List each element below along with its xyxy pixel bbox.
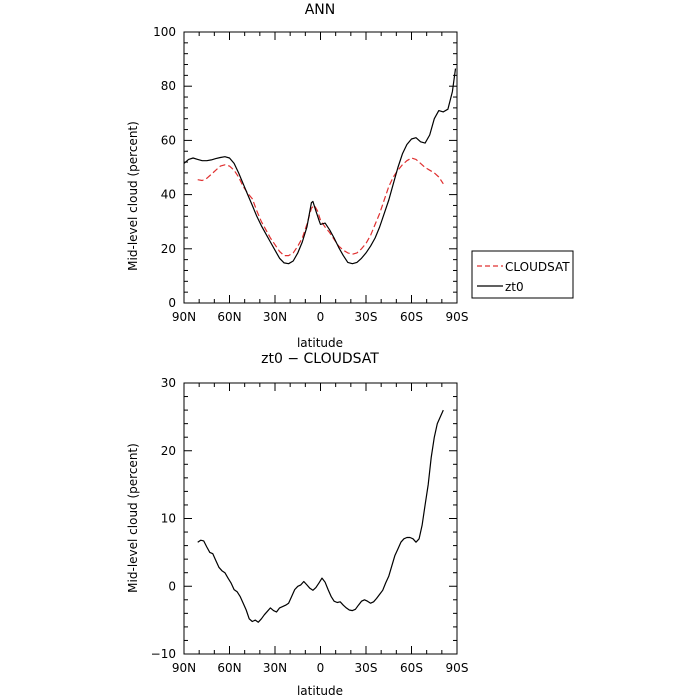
x-tick-label: 30S bbox=[355, 310, 378, 324]
top-axis-ticks: 90N 60N 30N 0 30S 60S 90S 0 20 40 60 80 100 bbox=[153, 25, 468, 324]
bottom-y-axis-label: Mid-level cloud (percent) bbox=[126, 443, 140, 593]
y-tick-label: 40 bbox=[161, 188, 176, 202]
x-tick-label: 60S bbox=[400, 661, 423, 675]
y-tick-label: 100 bbox=[153, 25, 176, 39]
y-tick-label: 80 bbox=[161, 79, 176, 93]
x-tick-label: 30S bbox=[355, 661, 378, 675]
x-tick-label: 30N bbox=[263, 310, 287, 324]
series-line-cloudsat bbox=[197, 157, 444, 257]
top-series-lines bbox=[183, 68, 457, 265]
legend-label-zt0: zt0 bbox=[505, 280, 524, 294]
y-tick-label: 20 bbox=[161, 444, 176, 458]
x-tick-label: 0 bbox=[317, 310, 325, 324]
y-tick-label: 0 bbox=[168, 579, 176, 593]
y-tick-label: 20 bbox=[161, 242, 176, 256]
y-tick-label: 60 bbox=[161, 133, 176, 147]
x-tick-label: 60N bbox=[217, 310, 241, 324]
x-tick-label: 90S bbox=[446, 310, 469, 324]
series-line-difference bbox=[197, 409, 444, 623]
x-tick-label: 90N bbox=[172, 661, 196, 675]
top-plot-frame bbox=[183, 31, 458, 304]
x-tick-label: 60N bbox=[217, 661, 241, 675]
y-tick-label: 0 bbox=[168, 296, 176, 310]
y-tick-label: 10 bbox=[161, 512, 176, 526]
bottom-panel: zt0 − CLOUDSAT Mid-level cloud (percent)… bbox=[126, 351, 468, 698]
bottom-plot-frame bbox=[183, 382, 458, 655]
x-tick-label: 90N bbox=[172, 310, 196, 324]
bottom-x-axis-label: latitude bbox=[297, 684, 343, 698]
y-tick-label: −10 bbox=[151, 647, 176, 661]
top-chart-title: ANN bbox=[305, 2, 336, 18]
y-tick-label: 30 bbox=[161, 376, 176, 390]
bottom-series-lines bbox=[197, 409, 444, 623]
legend: CLOUDSAT zt0 bbox=[471, 250, 574, 299]
x-tick-label: 0 bbox=[317, 661, 325, 675]
top-panel: ANN Mid-level cloud (percent) latitude 9… bbox=[126, 2, 468, 350]
legend-label-cloudsat: CLOUDSAT bbox=[505, 260, 570, 274]
x-tick-label: 90S bbox=[446, 661, 469, 675]
x-tick-label: 30N bbox=[263, 661, 287, 675]
bottom-chart-title: zt0 − CLOUDSAT bbox=[261, 351, 379, 367]
x-tick-label: 60S bbox=[400, 310, 423, 324]
top-y-axis-label: Mid-level cloud (percent) bbox=[126, 121, 140, 271]
legend-box bbox=[471, 250, 574, 299]
series-line-zt0 bbox=[183, 68, 457, 265]
top-x-axis-label: latitude bbox=[297, 336, 343, 350]
bottom-axis-ticks: 90N 60N 30N 0 30S 60S 90S −10 0 10 20 30 bbox=[151, 376, 469, 675]
